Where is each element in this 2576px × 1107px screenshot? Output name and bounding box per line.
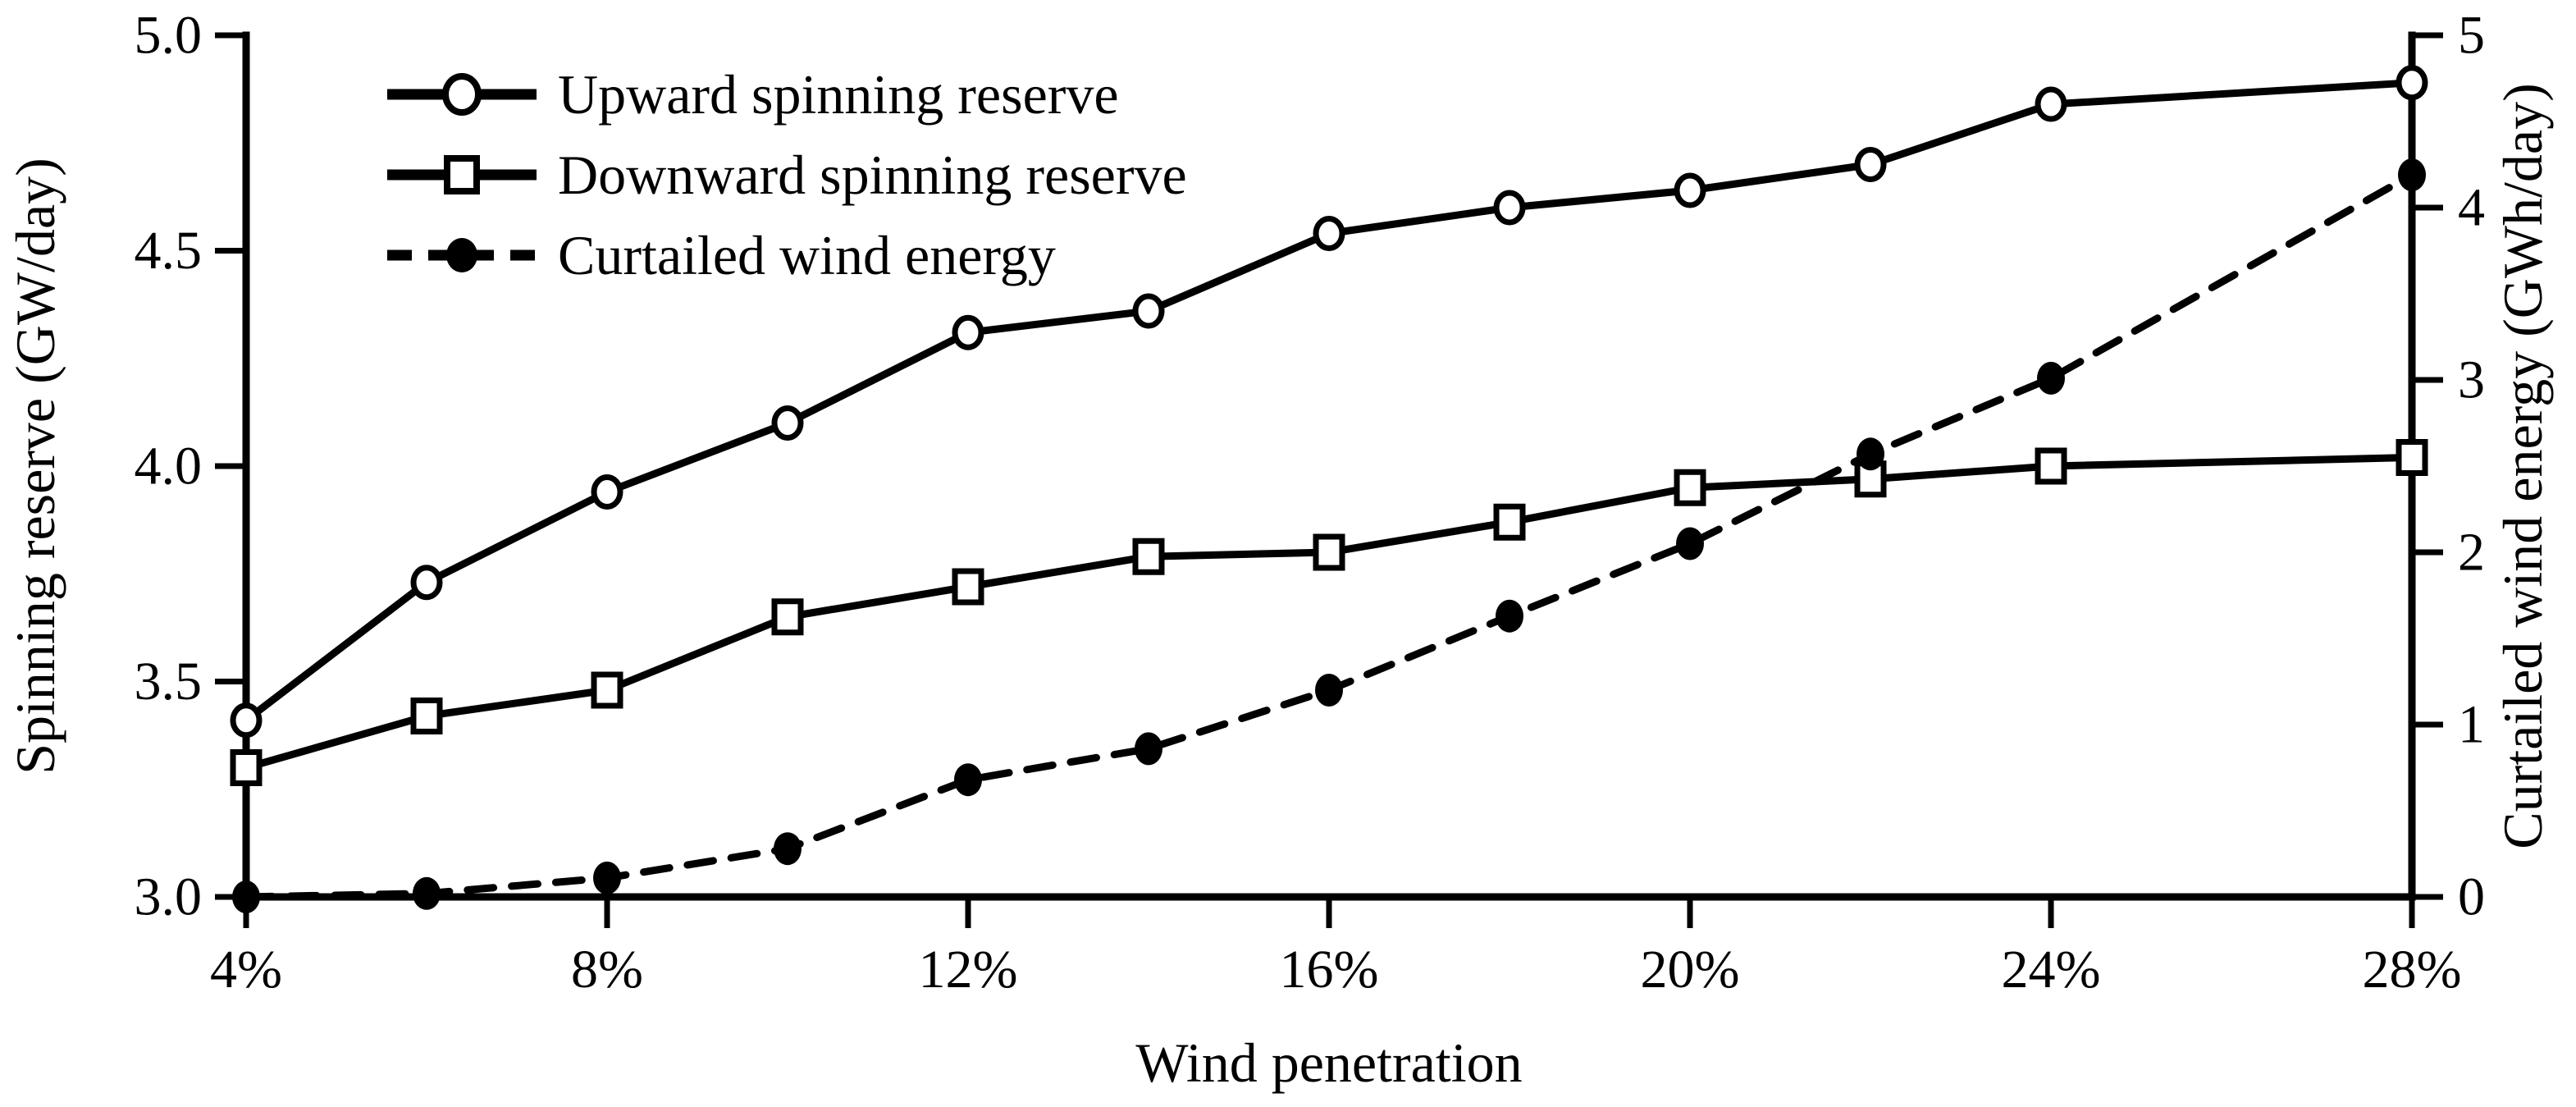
marker-open-square bbox=[952, 568, 984, 606]
marker-open-circle bbox=[1493, 190, 1526, 226]
marker-filled-circle bbox=[1315, 674, 1343, 707]
marker-filled-circle bbox=[413, 876, 441, 910]
marker-open-square bbox=[410, 698, 443, 734]
marker-open-square bbox=[1313, 533, 1345, 571]
series-line-filled-circle bbox=[242, 171, 2416, 901]
legend-swatch-open-square-icon bbox=[387, 155, 537, 194]
marker-open-circle bbox=[952, 314, 984, 350]
right-axis-tick-label: 5 bbox=[2458, 6, 2485, 66]
marker-open-square bbox=[2035, 447, 2067, 485]
marker-filled-circle bbox=[593, 861, 621, 894]
legend-label-upward: Upward spinning reserve bbox=[558, 63, 1119, 126]
marker-open-circle bbox=[591, 474, 623, 510]
marker-filled-circle bbox=[2037, 361, 2065, 395]
right-axis-tick-label: 4 bbox=[2458, 178, 2485, 238]
marker-open-square bbox=[230, 749, 263, 786]
x-axis-tick-label: 4% bbox=[210, 940, 282, 1000]
left-axis-tick-label: 5.0 bbox=[135, 6, 203, 66]
marker-open-square bbox=[771, 598, 804, 636]
right-axis-title: Curtailed wind energy (GWh/day) bbox=[2492, 83, 2554, 849]
marker-open-square bbox=[591, 671, 623, 709]
legend-item-upward: Upward spinning reserve bbox=[386, 54, 1187, 135]
x-axis-title: Wind penetration bbox=[1135, 1032, 1522, 1094]
legend-item-curtailed: Curtailed wind energy bbox=[386, 215, 1187, 295]
left-axis-tick-label: 3.0 bbox=[135, 867, 203, 927]
marker-open-circle bbox=[771, 405, 804, 441]
x-axis-tick-label: 20% bbox=[1641, 940, 1740, 1000]
x-axis-tick-label: 28% bbox=[2363, 940, 2462, 1000]
marker-open-circle bbox=[1313, 216, 1345, 251]
left-axis-tick-label: 3.5 bbox=[135, 652, 203, 711]
marker-open-circle bbox=[230, 702, 263, 739]
marker-filled-circle bbox=[1135, 732, 1162, 766]
right-axis-tick-label: 2 bbox=[2458, 523, 2485, 583]
marker-filled-circle bbox=[1496, 599, 1523, 633]
marker-open-square bbox=[2396, 439, 2428, 476]
marker-open-square bbox=[1493, 503, 1526, 541]
right-axis-tick-label: 3 bbox=[2458, 350, 2485, 410]
marker-open-circle bbox=[1674, 172, 1706, 208]
legend-swatch-filled-circle-icon bbox=[387, 238, 537, 272]
right-axis-tick-label: 1 bbox=[2458, 695, 2485, 755]
marker-open-circle bbox=[2396, 65, 2428, 101]
left-axis-tick-label: 4.5 bbox=[135, 221, 203, 281]
legend: Upward spinning reserve Downward spinnin… bbox=[386, 54, 1187, 295]
marker-open-circle bbox=[2035, 86, 2067, 122]
marker-open-circle bbox=[1132, 293, 1165, 329]
x-axis-tick-label: 12% bbox=[919, 940, 1018, 1000]
x-axis-tick-label: 16% bbox=[1280, 940, 1379, 1000]
marker-open-circle bbox=[410, 565, 443, 601]
marker-filled-circle bbox=[774, 832, 802, 866]
right-axis-tick-label: 0 bbox=[2458, 867, 2485, 927]
marker-filled-circle bbox=[1676, 527, 1704, 560]
marker-filled-circle bbox=[954, 763, 982, 797]
marker-filled-circle bbox=[2398, 158, 2426, 192]
left-axis-tick-label: 4.0 bbox=[135, 437, 203, 496]
legend-swatch-open-circle-icon bbox=[387, 73, 537, 116]
marker-filled-circle bbox=[1857, 437, 1884, 471]
x-axis-tick-label: 24% bbox=[2002, 940, 2101, 1000]
marker-filled-circle bbox=[232, 881, 260, 913]
marker-open-circle bbox=[1854, 147, 1887, 182]
legend-label-curtailed: Curtailed wind energy bbox=[558, 224, 1056, 286]
marker-open-square bbox=[1674, 469, 1706, 506]
marker-open-square bbox=[1132, 537, 1165, 575]
legend-label-downward: Downward spinning reserve bbox=[558, 144, 1187, 206]
series-line-open-circle bbox=[242, 79, 2416, 725]
x-axis-tick-label: 8% bbox=[571, 940, 643, 1000]
legend-item-downward: Downward spinning reserve bbox=[386, 135, 1187, 215]
left-axis-title: Spinning reserve (GW/day) bbox=[4, 158, 66, 775]
series-line-open-square bbox=[242, 454, 2416, 771]
